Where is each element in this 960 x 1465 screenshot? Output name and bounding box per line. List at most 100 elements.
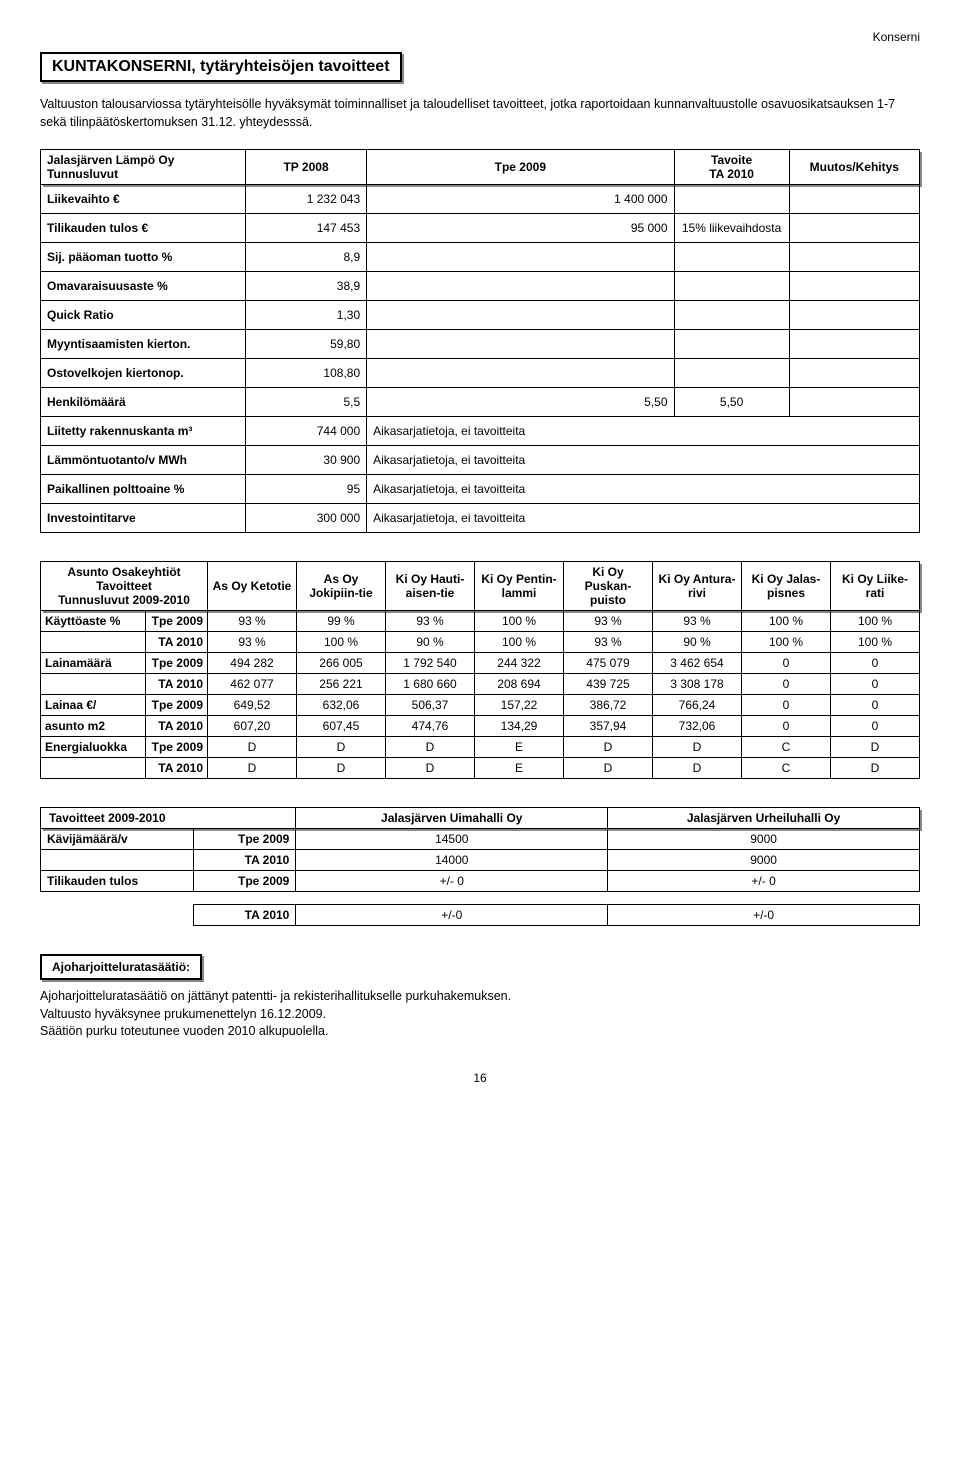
- table-row: Liikevaihto €1 232 0431 400 000: [41, 185, 920, 214]
- tav-foot-v1: +/-0: [296, 905, 608, 926]
- lampo-head-mk: Muutos/Kehitys: [789, 150, 919, 185]
- cell: 607,45: [297, 716, 386, 737]
- row-sublabel: TA 2010: [145, 632, 207, 653]
- table-row: Quick Ratio1,30: [41, 301, 920, 330]
- row-sublabel: TA 2010: [145, 758, 207, 779]
- tav-foot-sub: TA 2010: [193, 905, 296, 926]
- cell: 474,76: [386, 716, 475, 737]
- row-sublabel: Tpe 2009: [145, 695, 207, 716]
- table-row: Käyttöaste %Tpe 200993 %99 %93 %100 %93 …: [41, 611, 920, 632]
- row-sublabel: TA 2010: [145, 716, 207, 737]
- cell: [674, 301, 789, 330]
- cell: [789, 214, 919, 243]
- row-label: [41, 674, 146, 695]
- cell: 208 694: [475, 674, 564, 695]
- cell: 93 %: [653, 611, 742, 632]
- cell: 0: [742, 653, 831, 674]
- table-row: Tilikauden tulos €147 45395 00015% liike…: [41, 214, 920, 243]
- cell: [674, 243, 789, 272]
- cell: D: [653, 758, 742, 779]
- cell: D: [653, 737, 742, 758]
- table-row: Kävijämäärä/vTpe 2009145009000: [41, 829, 920, 850]
- cell: D: [297, 758, 386, 779]
- table-row: TA 2010462 077256 2211 680 660208 694439…: [41, 674, 920, 695]
- table-row: LainamääräTpe 2009494 282266 0051 792 54…: [41, 653, 920, 674]
- cell: 766,24: [653, 695, 742, 716]
- table-row: Ostovelkojen kiertonop.108,80: [41, 359, 920, 388]
- page-number: 16: [40, 1071, 920, 1085]
- cell: 9000: [608, 850, 920, 871]
- lampo-head-tp: TP 2008: [245, 150, 366, 185]
- cell: 3 462 654: [653, 653, 742, 674]
- cell: 100 %: [475, 632, 564, 653]
- cell: 93 %: [564, 611, 653, 632]
- cell: D: [831, 758, 920, 779]
- row-label: Lämmöntuotanto/v MWh: [41, 446, 246, 475]
- cell: 95: [245, 475, 366, 504]
- lampo-head-left: Jalasjärven Lämpö Oy Tunnusluvut: [41, 150, 246, 185]
- row-label: Omavaraisuusaste %: [41, 272, 246, 301]
- cell: 5,50: [674, 388, 789, 417]
- cell: E: [475, 737, 564, 758]
- cell: 3 308 178: [653, 674, 742, 695]
- table-row: TA 201093 %100 %90 %100 %93 %90 %100 %10…: [41, 632, 920, 653]
- lampo-table: Jalasjärven Lämpö Oy Tunnusluvut TP 2008…: [40, 149, 920, 533]
- row-label: Sij. pääoman tuotto %: [41, 243, 246, 272]
- table-row: Investointitarve300 000Aikasarjatietoja,…: [41, 504, 920, 533]
- cell: 90 %: [386, 632, 475, 653]
- table-row: Tilikauden tulosTpe 2009+/- 0+/- 0: [41, 871, 920, 892]
- cell: 462 077: [208, 674, 297, 695]
- row-label: Paikallinen polttoaine %: [41, 475, 246, 504]
- cell: 494 282: [208, 653, 297, 674]
- cell: 632,06: [297, 695, 386, 716]
- cell: 256 221: [297, 674, 386, 695]
- cell: 266 005: [297, 653, 386, 674]
- row-label: Tilikauden tulos: [41, 871, 194, 892]
- ajo-title: Ajoharjoitteluratasäätiö:: [40, 954, 202, 980]
- cell: 744 000: [245, 417, 366, 446]
- cell: D: [297, 737, 386, 758]
- cell: [674, 359, 789, 388]
- lampo-head-tav: Tavoite TA 2010: [674, 150, 789, 185]
- cell: D: [564, 758, 653, 779]
- cell: [789, 243, 919, 272]
- row-sublabel: TA 2010: [145, 674, 207, 695]
- row-label: Lainaa €/: [41, 695, 146, 716]
- cell: Aikasarjatietoja, ei tavoitteita: [367, 475, 920, 504]
- cell: 0: [831, 695, 920, 716]
- cell: 93 %: [386, 611, 475, 632]
- row-label: Quick Ratio: [41, 301, 246, 330]
- cell: 157,22: [475, 695, 564, 716]
- cell: 30 900: [245, 446, 366, 475]
- asunto-col-head: As Oy Ketotie: [208, 562, 297, 611]
- cell: Aikasarjatietoja, ei tavoitteita: [367, 417, 920, 446]
- asunto-col-head: As Oy Jokipiin-tie: [297, 562, 386, 611]
- table-row: Lainaa €/Tpe 2009649,52632,06506,37157,2…: [41, 695, 920, 716]
- cell: [789, 388, 919, 417]
- asunto-col-head: Ki Oy Pentin-lammi: [475, 562, 564, 611]
- row-label: Ostovelkojen kiertonop.: [41, 359, 246, 388]
- ajo-p1: Ajoharjoitteluratasäätiö on jättänyt pat…: [40, 988, 920, 1006]
- cell: 100 %: [831, 611, 920, 632]
- cell: 1 792 540: [386, 653, 475, 674]
- cell: 93 %: [208, 632, 297, 653]
- row-label: Liitetty rakennuskanta m³: [41, 417, 246, 446]
- ajo-p2: Valtuusto hyväksynee prukumenettelyn 16.…: [40, 1006, 920, 1024]
- cell: 244 322: [475, 653, 564, 674]
- cell: 5,5: [245, 388, 366, 417]
- asunto-col-head: Ki Oy Puskan-puisto: [564, 562, 653, 611]
- table-row: Sij. pääoman tuotto %8,9: [41, 243, 920, 272]
- cell: [789, 330, 919, 359]
- cell: [367, 301, 674, 330]
- cell: C: [742, 758, 831, 779]
- cell: Aikasarjatietoja, ei tavoitteita: [367, 504, 920, 533]
- cell: 14500: [296, 829, 608, 850]
- cell: [789, 272, 919, 301]
- table-row: TA 2010140009000: [41, 850, 920, 871]
- row-label: Käyttöaste %: [41, 611, 146, 632]
- row-label: asunto m2: [41, 716, 146, 737]
- cell: 108,80: [245, 359, 366, 388]
- cell: 649,52: [208, 695, 297, 716]
- row-label: Kävijämäärä/v: [41, 829, 194, 850]
- tav-head-c1: Jalasjärven Uimahalli Oy: [296, 808, 608, 829]
